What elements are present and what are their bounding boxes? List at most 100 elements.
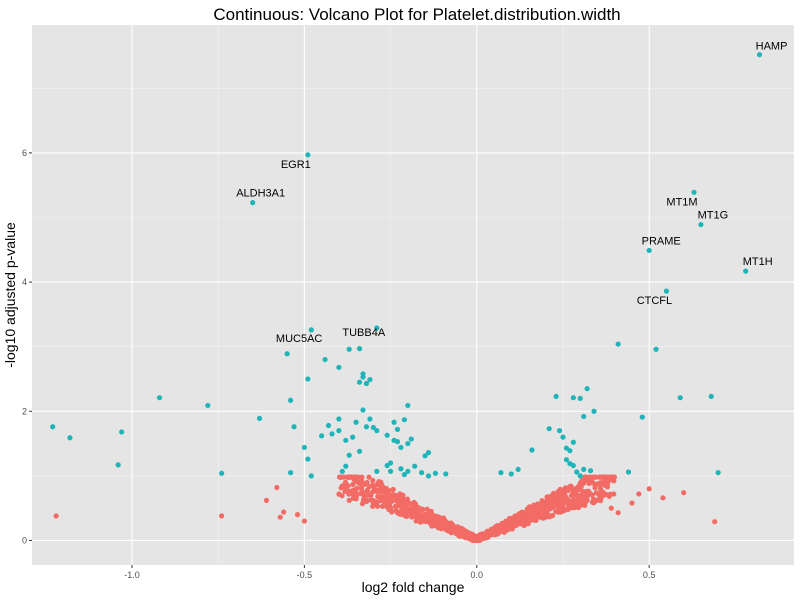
data-point-nonsignificant [608, 505, 614, 511]
gene-label-hamp: HAMP [756, 41, 788, 53]
data-point-nonsignificant [370, 482, 376, 488]
data-point-nonsignificant [381, 499, 387, 505]
data-point-nonsignificant [553, 492, 559, 498]
x-tick-label: -0.5 [297, 570, 313, 580]
data-point-significant [336, 416, 342, 422]
data-point-nonsignificant [370, 477, 376, 484]
data-point-significant [119, 429, 125, 435]
data-point-significant [205, 402, 211, 409]
data-point-nonsignificant [366, 492, 372, 498]
data-point-significant [419, 470, 425, 476]
data-point-nonsignificant [409, 501, 415, 507]
data-point-nonsignificant [556, 498, 562, 504]
data-point-significant [443, 471, 449, 477]
significant-points [50, 327, 721, 479]
data-point-nonsignificant [552, 501, 559, 507]
gene-label-egr1: EGR1 [281, 159, 311, 171]
data-point-significant [219, 470, 225, 476]
data-point-significant [319, 433, 325, 439]
data-point-significant [581, 413, 587, 420]
gene-point-hamp [756, 52, 763, 58]
data-point-significant [353, 419, 359, 425]
minor-gridlines [32, 25, 794, 565]
gene-point-ctcfl [663, 288, 670, 294]
data-point-nonsignificant [301, 518, 307, 524]
data-point-nonsignificant [219, 513, 225, 519]
data-point-significant [581, 466, 587, 473]
data-point-significant [374, 428, 380, 434]
data-point-significant [367, 377, 373, 383]
data-point-nonsignificant [546, 499, 552, 505]
gene-label-muc5ac: MUC5AC [276, 333, 323, 345]
data-point-significant [560, 434, 566, 440]
data-point-significant [308, 473, 314, 479]
data-point-significant [343, 437, 349, 443]
gene-point-tubb4a [374, 325, 380, 331]
labeled-gene-points [250, 52, 763, 357]
data-point-nonsignificant [575, 487, 581, 493]
data-point-nonsignificant [601, 474, 607, 480]
data-point-nonsignificant [495, 525, 501, 531]
data-point-nonsignificant [386, 506, 392, 513]
data-point-nonsignificant [586, 490, 592, 496]
gene-label-mt1m: MT1M [666, 196, 697, 208]
data-point-nonsignificant [359, 478, 365, 484]
data-point-significant [336, 428, 342, 434]
data-point-nonsignificant [596, 474, 603, 480]
data-point-nonsignificant [536, 501, 542, 507]
data-point-nonsignificant [352, 474, 358, 480]
data-point-significant [391, 419, 397, 425]
data-point-significant [708, 393, 714, 400]
data-point-nonsignificant [598, 488, 604, 494]
gene-point-mt1m [691, 189, 697, 195]
data-point-nonsignificant [422, 511, 428, 517]
data-point-nonsignificant [597, 498, 604, 504]
data-point-nonsignificant [629, 500, 635, 506]
data-point-nonsignificant [525, 521, 531, 527]
data-point-significant [529, 447, 535, 453]
data-point-nonsignificant [584, 497, 590, 504]
data-point-nonsignificant [438, 521, 445, 528]
data-point-significant [374, 468, 380, 474]
gene-label-tubb4a: TUBB4A [342, 327, 385, 339]
data-point-nonsignificant [660, 495, 666, 501]
data-point-nonsignificant [346, 497, 352, 503]
gene-point-mt1g [698, 221, 704, 228]
y-tick-label: 0 [22, 535, 27, 545]
data-point-nonsignificant [611, 474, 617, 480]
data-point-significant [156, 395, 163, 401]
gene-label-mt1h: MT1H [743, 256, 773, 268]
data-point-nonsignificant [540, 505, 546, 511]
data-point-nonsignificant [277, 514, 283, 520]
chart-title: Continuous: Volcano Plot for Platelet.di… [213, 5, 620, 24]
data-point-significant [343, 463, 349, 469]
gene-label-prame: PRAME [642, 235, 681, 247]
data-point-significant [367, 416, 373, 422]
data-point-nonsignificant [505, 519, 511, 526]
data-point-nonsignificant [586, 480, 592, 486]
data-point-nonsignificant [579, 491, 585, 497]
data-point-nonsignificant [294, 512, 301, 518]
y-axis-title: -log10 adjusted p-value [2, 222, 18, 368]
y-tick-label: 2 [22, 406, 27, 416]
data-point-significant [401, 417, 407, 423]
data-point-significant [350, 434, 356, 440]
data-point-nonsignificant [590, 474, 596, 480]
data-point-nonsignificant [518, 511, 524, 517]
x-axis-ticks: -1.0 -0.5 0.0 0.5 [124, 565, 655, 580]
data-point-significant [425, 450, 432, 456]
data-point-significant [115, 462, 121, 468]
data-point-significant [405, 468, 411, 474]
data-point-nonsignificant [504, 527, 511, 533]
data-point-significant [336, 364, 342, 370]
data-point-significant [329, 431, 335, 437]
data-point-significant [308, 327, 314, 333]
data-point-nonsignificant [646, 486, 652, 492]
x-tick-label: 0.5 [643, 570, 656, 580]
data-point-nonsignificant [611, 491, 617, 497]
data-point-nonsignificant [374, 489, 380, 495]
data-point-nonsignificant [488, 527, 494, 533]
data-point-nonsignificant [378, 489, 384, 495]
